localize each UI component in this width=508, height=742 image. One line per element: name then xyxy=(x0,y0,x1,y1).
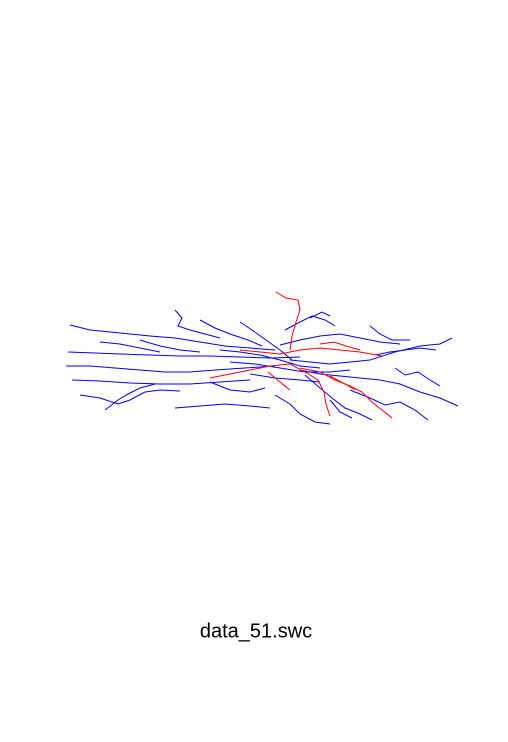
axon xyxy=(209,291,393,419)
caption: data_51.swc xyxy=(200,620,312,642)
dendrites xyxy=(66,309,459,425)
